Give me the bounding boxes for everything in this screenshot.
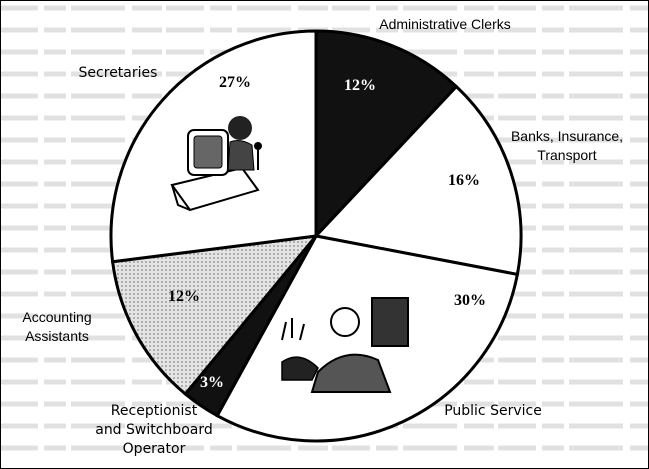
illustrations xyxy=(170,116,409,393)
pie-slice xyxy=(215,234,520,443)
category-label: Secretaries xyxy=(79,65,158,81)
category-label: Receptionist and Switchboard Operator xyxy=(95,403,213,457)
category-label-line: Receptionist xyxy=(111,403,198,419)
public-service-illustration xyxy=(281,297,409,393)
category-labels: Administrative Clerks Banks, Insurance, Tr… xyxy=(22,16,623,457)
category-label-line: Operator xyxy=(123,441,186,457)
category-label: Banks, Insurance, Transport xyxy=(511,128,623,163)
value-label: 16% xyxy=(448,172,480,189)
category-label: Accounting Assistants xyxy=(22,309,91,344)
category-label: Administrative Clerks xyxy=(379,16,510,32)
value-label: 3% xyxy=(200,374,224,391)
category-label-line: Accounting xyxy=(22,309,91,325)
category-label-line: Public Service xyxy=(444,403,542,419)
category-label: Public Service xyxy=(444,403,542,419)
pie-slices xyxy=(109,29,523,443)
secretary-illustration xyxy=(170,116,262,212)
category-label-line: Assistants xyxy=(25,328,89,344)
category-label-line: Secretaries xyxy=(79,65,158,81)
value-label: 12% xyxy=(344,77,376,94)
pie-slice xyxy=(110,234,320,397)
value-label: 27% xyxy=(219,74,251,91)
category-label-line: Banks, Insurance, xyxy=(511,128,623,144)
category-label-line: Transport xyxy=(537,147,597,163)
category-label-line: Administrative Clerks xyxy=(379,16,510,32)
value-label: 12% xyxy=(168,288,200,305)
pie-slice xyxy=(314,29,459,240)
category-label-line: and Switchboard xyxy=(95,422,213,438)
pie-slice xyxy=(313,84,523,277)
value-label: 30% xyxy=(454,292,486,309)
value-labels: 12% 16% 30% 3% 12% 27% xyxy=(168,74,486,391)
